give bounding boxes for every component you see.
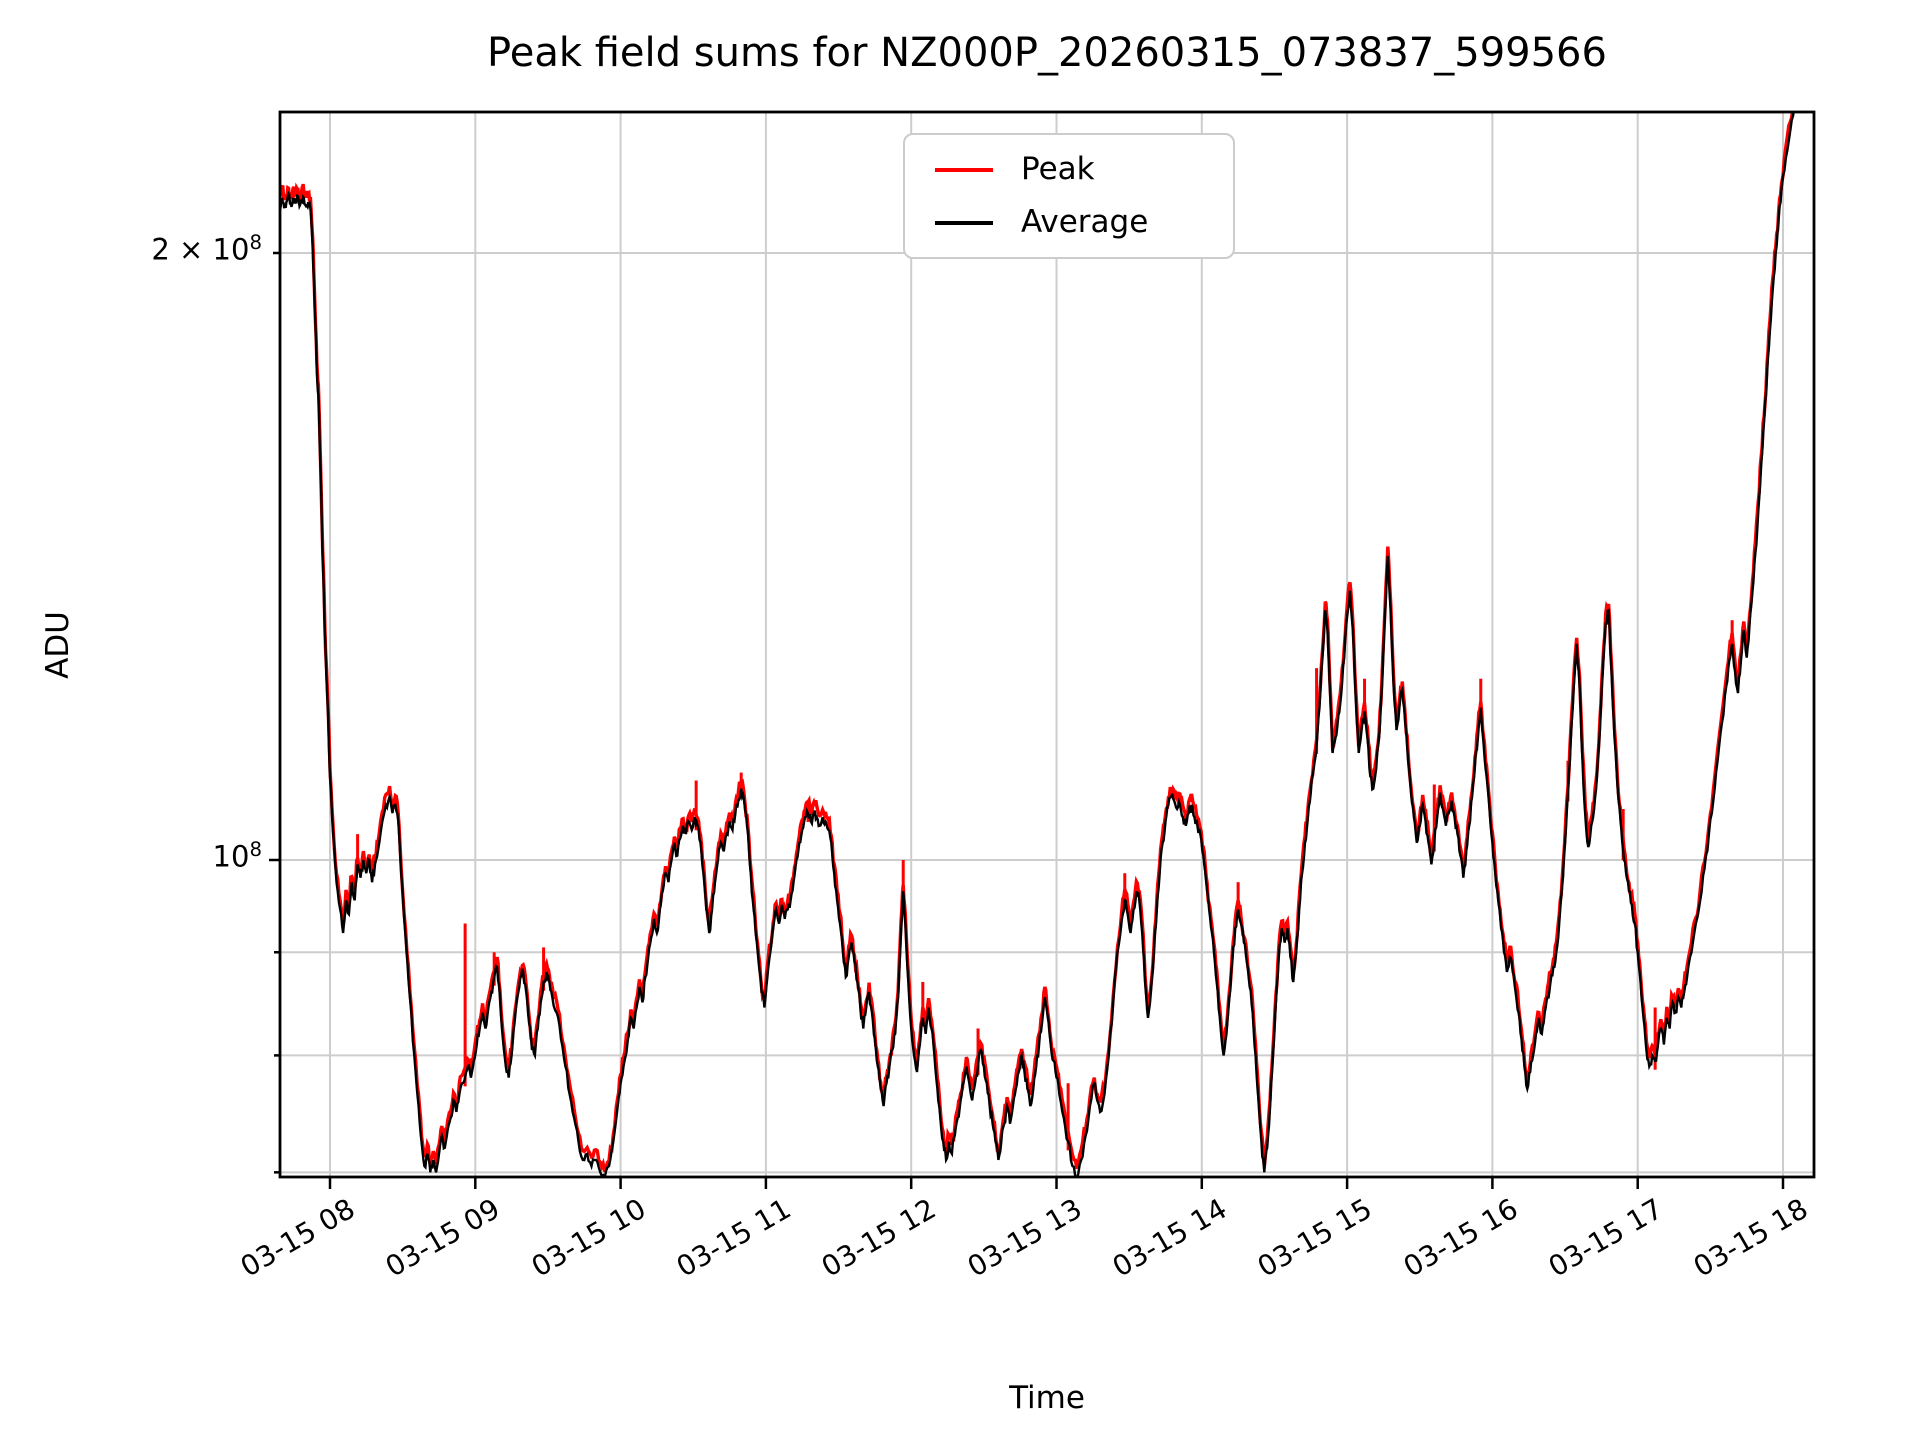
legend-entry-peak: Peak [935,154,1233,185]
axis-spines [278,110,1816,1179]
average-series-line [280,112,1795,1177]
x-axis-label: Time [1009,1380,1085,1416]
legend-entry-average: Average [935,207,1233,238]
peak-line-swatch [935,167,993,172]
chart-title: Peak field sums for NZ000P_20260315_0738… [487,30,1607,76]
y-tick-label: 108 [212,838,262,874]
legend-label-average: Average [1021,204,1149,240]
axis-ticks [269,251,1785,1189]
series-lines [280,112,1795,1177]
peak-series-line [280,112,1795,1173]
y-axis-label: ADU [40,611,76,679]
plot-grid [280,112,1814,1177]
average-line-swatch [935,220,993,225]
legend: Peak Average [903,133,1235,259]
y-tick-label: 2 × 108 [151,231,262,267]
legend-label-peak: Peak [1021,151,1095,187]
